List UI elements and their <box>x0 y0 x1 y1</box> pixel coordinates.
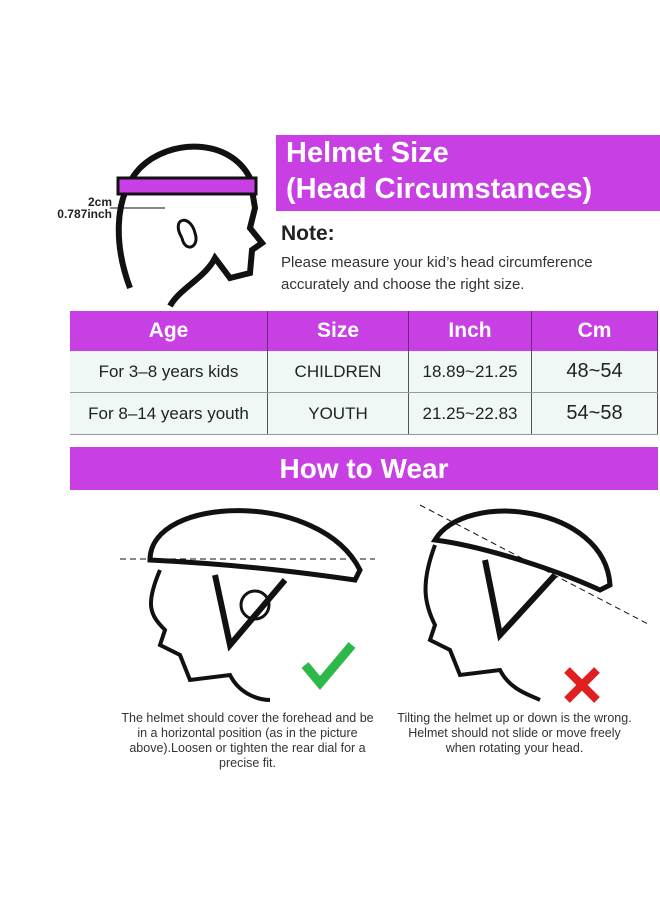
cell-size: YOUTH <box>267 392 409 435</box>
header-cm: Cm <box>531 311 658 351</box>
cell-cm: 48~54 <box>531 351 658 393</box>
cell-age: For 3–8 years kids <box>70 351 268 393</box>
cell-size: CHILDREN <box>267 351 409 393</box>
cell-inch: 21.25~22.83 <box>408 392 532 435</box>
checkmark-icon <box>301 642 356 691</box>
wrong-caption: Tilting the helmet up or down is the wro… <box>397 711 632 755</box>
correct-caption: The helmet should cover the forehead and… <box>121 711 374 770</box>
note-heading: Note: <box>281 222 335 245</box>
wrong-wear-illustration <box>419 504 651 703</box>
head-measure-illustration <box>110 143 267 308</box>
measuring-tape <box>116 176 258 196</box>
header-age: Age <box>70 311 268 351</box>
correct-wear-illustration <box>120 508 375 702</box>
cross-icon <box>564 667 600 703</box>
cell-inch: 18.89~21.25 <box>408 351 532 393</box>
table-row: For 3–8 years kids CHILDREN 18.89~21.25 … <box>70 351 658 393</box>
cell-cm: 54~58 <box>531 392 658 435</box>
note-text: Please measure your kid’s head circumfer… <box>281 254 593 293</box>
how-to-wear-banner: How to Wear <box>70 447 658 490</box>
size-table: Age Size Inch Cm For 3–8 years kids CHIL… <box>70 311 658 435</box>
measure-cm: 2cm <box>87 195 112 209</box>
header-inch: Inch <box>408 311 532 351</box>
table-header-row: Age Size Inch Cm <box>70 311 658 351</box>
table-row: For 8–14 years youth YOUTH 21.25~22.83 5… <box>70 392 658 435</box>
measure-inch: 0.787inch <box>57 207 112 221</box>
header-size: Size <box>267 311 409 351</box>
title-banner: Helmet Size (Head Circumstances) <box>276 135 660 211</box>
title-line-1: Helmet Size <box>286 137 449 169</box>
cell-age: For 8–14 years youth <box>70 392 268 435</box>
measure-label: 2cm 0.787inch <box>40 196 112 220</box>
title-line-2: (Head Circumstances) <box>286 173 593 205</box>
